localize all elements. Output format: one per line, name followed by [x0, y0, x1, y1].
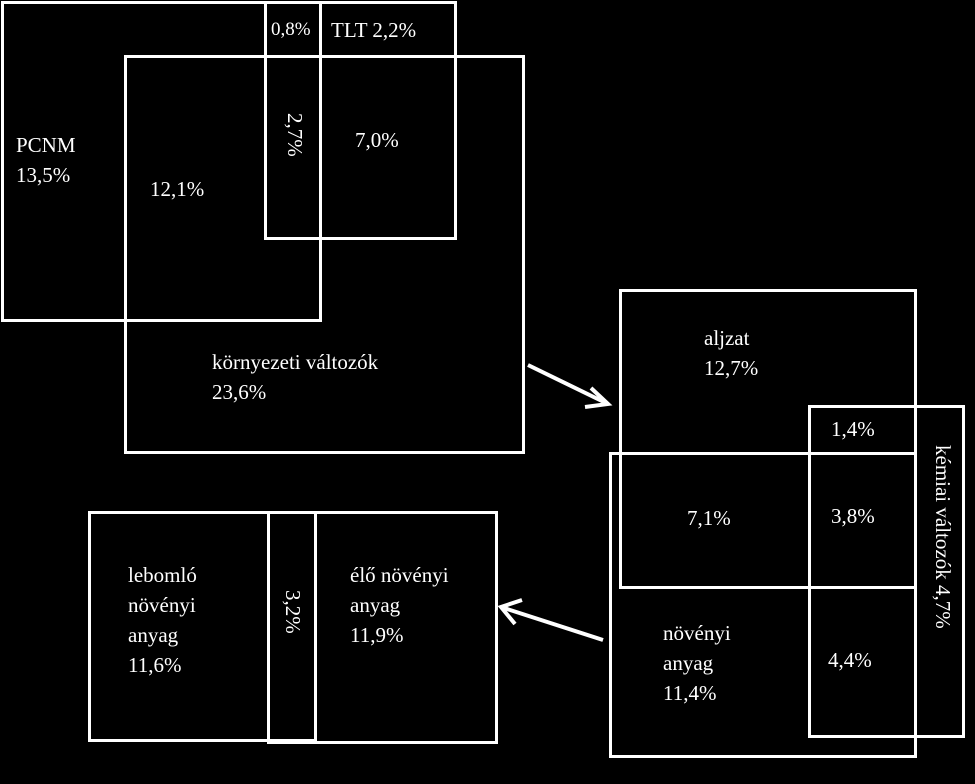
kemiai-box — [808, 405, 965, 738]
tlt-box — [264, 1, 457, 240]
env-value: 23,6% — [212, 380, 267, 404]
elo-line1: élő növényi — [350, 563, 449, 587]
arrow-to-bottom-diagram — [497, 598, 604, 642]
aljzat-box — [619, 289, 917, 589]
tlt-label: TLT 2,2% — [331, 18, 417, 42]
aljzat-kemiai-overlap-value: 1,4% — [831, 417, 875, 441]
pcnm-value: 13,5% — [16, 163, 71, 187]
tlt-env-overlap-value: 7,0% — [355, 128, 399, 152]
lebomlo-line3: anyag — [128, 623, 179, 647]
elo-line2: anyag — [350, 593, 401, 617]
noveny-name-line1: növényi — [663, 621, 731, 645]
pcnm-box — [1, 1, 322, 322]
noveny-kemiai-overlap-value: 4,4% — [828, 648, 872, 672]
elo-value: 11,9% — [350, 623, 404, 647]
lebomlo-value: 11,6% — [128, 653, 182, 677]
env-box — [124, 55, 525, 454]
pcnm-tlt-overlap-value: 0,8% — [271, 19, 311, 40]
elo-box — [267, 511, 498, 744]
lebomlo-line2: növényi — [128, 593, 196, 617]
aljzat-name: aljzat — [704, 326, 750, 350]
right-three-way-overlap-value: 3,8% — [831, 504, 875, 528]
env-name: környezeti változók — [212, 350, 379, 374]
noveny-name-line2: anyag — [663, 651, 714, 675]
arrow-to-right-diagram — [527, 363, 613, 409]
lebomlo-box — [88, 511, 317, 742]
pcnm-env-overlap-value: 12,1% — [150, 177, 205, 201]
noveny-box — [609, 452, 917, 758]
aljzat-value: 12,7% — [704, 356, 759, 380]
pcnm-name: PCNM — [16, 133, 76, 157]
aljzat-noveny-overlap-value: 7,1% — [687, 506, 731, 530]
lebomlo-line1: lebomló — [128, 563, 197, 587]
noveny-value: 11,4% — [663, 681, 717, 705]
